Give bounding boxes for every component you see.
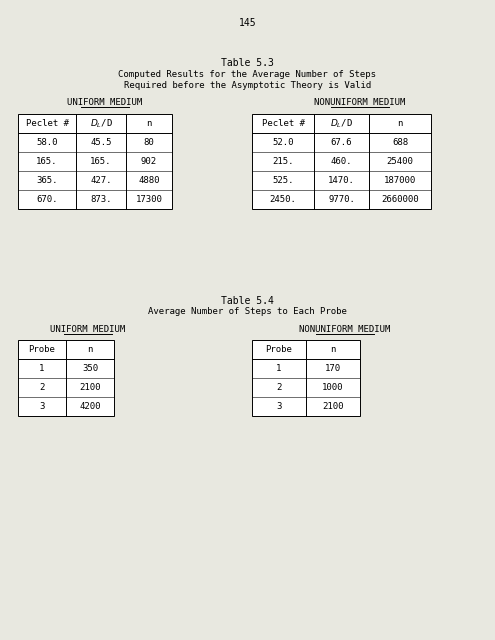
Text: Peclet #: Peclet # [261,119,304,128]
Text: 2450.: 2450. [270,195,297,204]
Text: NONUNIFORM MEDIUM: NONUNIFORM MEDIUM [314,98,406,107]
Text: n: n [397,119,403,128]
Text: n: n [147,119,151,128]
Text: 460.: 460. [331,157,352,166]
Text: 2660000: 2660000 [381,195,419,204]
Text: Table 5.3: Table 5.3 [221,58,274,68]
Text: 1000: 1000 [322,383,344,392]
Text: 1470.: 1470. [328,176,355,185]
Text: 1: 1 [39,364,45,373]
Text: 3: 3 [39,402,45,411]
Text: 215.: 215. [272,157,294,166]
Text: 1: 1 [276,364,282,373]
Text: 17300: 17300 [136,195,162,204]
Text: n: n [330,345,336,354]
Text: 9770.: 9770. [328,195,355,204]
Text: NONUNIFORM MEDIUM: NONUNIFORM MEDIUM [299,325,391,334]
Text: n: n [87,345,93,354]
Text: 4880: 4880 [138,176,160,185]
Text: 365.: 365. [36,176,58,185]
Bar [18,114,172,209]
Text: Probe: Probe [265,345,293,354]
Text: Required before the Asymptotic Theory is Valid: Required before the Asymptotic Theory is… [124,81,371,90]
Text: 427.: 427. [90,176,112,185]
Text: 45.5: 45.5 [90,138,112,147]
Text: 25400: 25400 [387,157,413,166]
Text: 165.: 165. [36,157,58,166]
Text: UNIFORM MEDIUM: UNIFORM MEDIUM [67,98,143,107]
Text: 170: 170 [325,364,341,373]
Text: 525.: 525. [272,176,294,185]
Text: $D_L$/D: $D_L$/D [90,117,112,130]
Bar [252,340,360,416]
Text: 2100: 2100 [322,402,344,411]
Text: 873.: 873. [90,195,112,204]
Text: Peclet #: Peclet # [26,119,68,128]
Text: 80: 80 [144,138,154,147]
Text: 3: 3 [276,402,282,411]
Text: $D_L$/D: $D_L$/D [330,117,353,130]
Text: 902: 902 [141,157,157,166]
Text: 350: 350 [82,364,98,373]
Bar [252,114,431,209]
Text: Probe: Probe [29,345,55,354]
Text: 2: 2 [39,383,45,392]
Text: 165.: 165. [90,157,112,166]
Bar [18,340,114,416]
Text: 52.0: 52.0 [272,138,294,147]
Text: 67.6: 67.6 [331,138,352,147]
Text: 145: 145 [239,18,256,28]
Text: Average Number of Steps to Each Probe: Average Number of Steps to Each Probe [148,307,347,316]
Text: 187000: 187000 [384,176,416,185]
Text: Table 5.4: Table 5.4 [221,296,274,306]
Text: 58.0: 58.0 [36,138,58,147]
Text: 670.: 670. [36,195,58,204]
Text: 2100: 2100 [79,383,101,392]
Text: Computed Results for the Average Number of Steps: Computed Results for the Average Number … [118,70,377,79]
Text: 2: 2 [276,383,282,392]
Text: 688: 688 [392,138,408,147]
Text: 4200: 4200 [79,402,101,411]
Text: UNIFORM MEDIUM: UNIFORM MEDIUM [50,325,126,334]
